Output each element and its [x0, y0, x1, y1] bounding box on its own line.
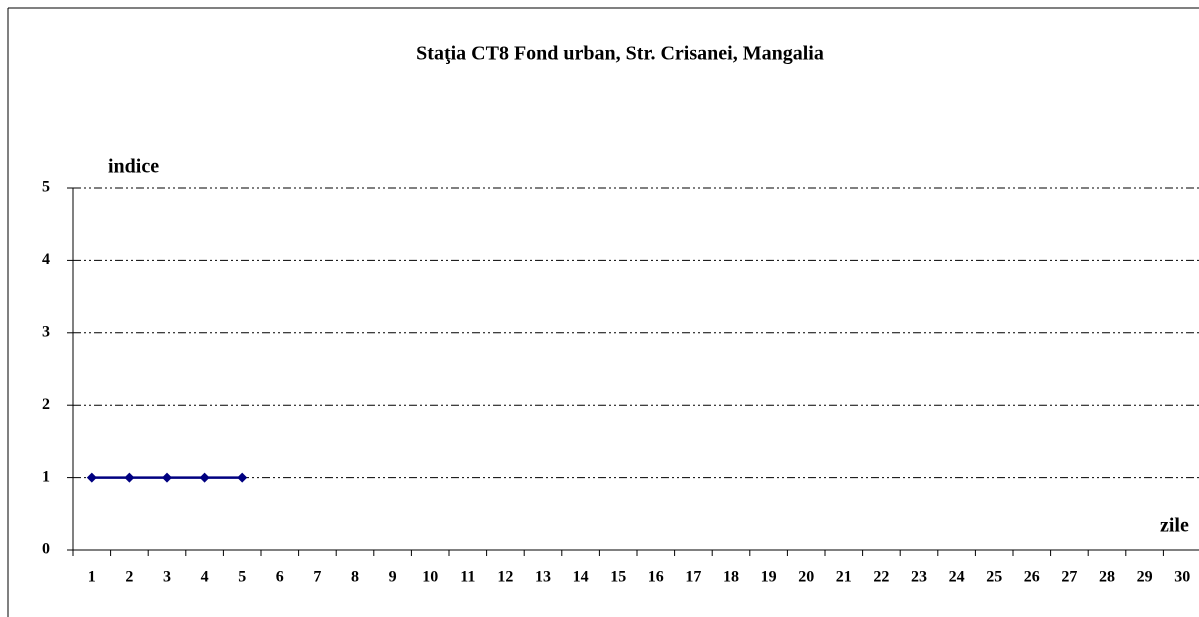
x-tick-label: 9 [389, 569, 397, 586]
x-tick-label: 30 [1174, 569, 1190, 586]
x-tick-label: 28 [1099, 569, 1115, 586]
x-tick-label: 4 [201, 569, 209, 586]
x-tick-label: 5 [238, 569, 246, 586]
x-tick-label: 19 [761, 569, 777, 586]
y-axis-label: indice [108, 156, 159, 178]
x-tick-label: 26 [1024, 569, 1040, 586]
x-tick-label: 16 [648, 569, 664, 586]
y-tick-label: 5 [42, 179, 50, 196]
x-tick-label: 2 [125, 569, 133, 586]
y-tick-label: 3 [42, 323, 50, 340]
y-tick-label: 4 [42, 251, 50, 268]
x-axis-label: zile [1160, 515, 1189, 537]
x-tick-label: 1 [88, 569, 96, 586]
point [162, 472, 172, 483]
y-tick-label: 1 [42, 468, 50, 485]
x-tick-label: 29 [1137, 569, 1153, 586]
point [124, 472, 135, 483]
x-tick-label: 3 [163, 569, 171, 586]
x-tick-label: 15 [610, 569, 626, 586]
x-tick-label: 20 [798, 569, 814, 586]
x-tick-label: 18 [723, 569, 739, 586]
x-tick-label: 11 [460, 569, 475, 586]
x-tick-label: 8 [351, 569, 359, 586]
chart-title: Staţia CT8 Fond urban, Str. Crisanei, Ma… [416, 43, 824, 65]
x-tick-label: 13 [535, 569, 551, 586]
x-tick-label: 12 [497, 569, 513, 586]
point [237, 472, 248, 483]
y-tick-label: 2 [42, 396, 50, 413]
x-tick-label: 21 [836, 569, 852, 586]
point [86, 472, 97, 483]
x-tick-label: 17 [685, 569, 701, 586]
x-tick-label: 27 [1061, 569, 1077, 586]
x-tick-label: 7 [313, 569, 321, 586]
x-tick-label: 23 [911, 569, 927, 586]
y-tick-label: 0 [42, 541, 50, 558]
x-tick-label: 6 [276, 569, 284, 586]
x-tick-label: 10 [422, 569, 438, 586]
point [199, 472, 210, 483]
x-tick-label: 24 [949, 569, 965, 586]
x-tick-label: 14 [573, 569, 589, 586]
x-tick-label: 25 [986, 569, 1002, 586]
x-tick-label: 22 [873, 569, 889, 586]
